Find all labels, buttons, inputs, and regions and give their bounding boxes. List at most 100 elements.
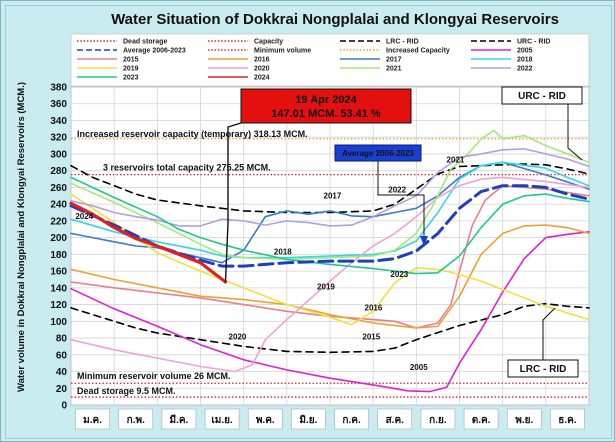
legend-label: 2005 (517, 48, 533, 55)
chart-title: Water Situation of Dokkrai Nongplalai an… (111, 11, 559, 28)
current-date: 19 Apr 2024 (295, 94, 357, 106)
year-label: 2017 (324, 191, 342, 200)
legend-label: 2015 (123, 57, 139, 64)
y-tick-label: 160 (50, 267, 67, 278)
legend-label: 2019 (123, 66, 139, 73)
current-value-box (240, 88, 412, 124)
legend-label: 2017 (386, 57, 402, 64)
legend-label: 2016 (254, 57, 270, 64)
legend-label: 2023 (123, 75, 139, 82)
y-axis-label: Water volume in Dokkrai Nongplalai and K… (16, 82, 27, 392)
legend-label: LRC - RID (386, 39, 419, 46)
dead-storage-label: Dead storage 9.5 MCM. (77, 386, 176, 396)
x-tick-box (291, 408, 326, 430)
y-tick-label: 320 (50, 133, 67, 144)
series-line (70, 163, 590, 214)
minimum-volume-label: Minimum reservoir volume 26 MCM. (77, 371, 231, 381)
y-tick-label: 260 (50, 183, 67, 194)
x-tick-label: พ.ย. (515, 415, 533, 426)
legend-label: 2020 (254, 66, 270, 73)
legend-label: Minimum volume (254, 48, 311, 55)
x-tick-label: มี.ค. (169, 414, 188, 426)
legend-label: 2021 (386, 66, 402, 73)
legend-label: Average 2006-2023 (123, 48, 186, 55)
y-tick-label: 340 (50, 116, 67, 127)
year-label: 2021 (447, 155, 465, 164)
y-tick-label: 0 (61, 401, 67, 412)
x-tick-box (550, 408, 585, 430)
current-value: 147.01 MCM. 53.41 % (271, 108, 381, 120)
year-label: 2016 (365, 303, 383, 312)
year-label: 2019 (317, 283, 335, 292)
y-tick-label: 220 (50, 216, 67, 227)
x-tick-label: พ.ค. (256, 415, 275, 426)
series-line (70, 302, 590, 354)
x-tick-label: ก.ค. (342, 415, 361, 426)
y-tick-label: 100 (50, 317, 67, 328)
legend-label: Dead storage (123, 39, 167, 46)
urc-label: URC - RID (518, 91, 566, 102)
y-tick-label: 40 (56, 367, 68, 378)
y-tick-label: 300 (50, 149, 67, 160)
x-tick-label: ก.พ. (127, 415, 145, 426)
y-tick-label: 20 (56, 384, 68, 395)
series-line (70, 176, 590, 373)
series-line (70, 224, 590, 329)
urc-label-box (501, 86, 583, 105)
y-tick-label: 60 (56, 350, 68, 361)
legend: Dead storage Capacity LRC - RID URC - RID Av… (70, 33, 590, 87)
x-tick-box (463, 408, 499, 430)
year-label: 2020 (229, 333, 247, 342)
plot-area: 0 20 40 60 80 100 120 140 160 180 200 220 240 260 280 3… (50, 83, 591, 430)
x-tick-box (247, 408, 283, 430)
legend-label: 2024 (254, 75, 270, 82)
lrc-arrow (542, 307, 556, 360)
year-label: 2015 (362, 333, 380, 342)
x-tick-label: ม.ค. (83, 415, 102, 426)
capacity-label: 3 reservoirs total capacity 275.25 MCM. (103, 163, 271, 173)
y-tick-label: 240 (50, 200, 67, 211)
series-line (70, 176, 590, 275)
series-line (70, 184, 590, 329)
urc-arrow (567, 104, 583, 161)
legend-box (70, 33, 590, 87)
x-tick-box (204, 408, 240, 430)
series-line (70, 231, 590, 393)
series-line (69, 184, 591, 268)
series-line (70, 129, 590, 261)
y-tick-label: 120 (50, 300, 67, 311)
x-tick-label: ส.ค. (386, 415, 405, 426)
series-line (70, 148, 590, 227)
x-tick-box (377, 408, 413, 430)
y-tick-label: 80 (56, 334, 68, 345)
callout-leader (224, 122, 242, 283)
x-tick-box (334, 408, 369, 430)
x-tick-box (75, 408, 110, 430)
y-tick-label: 180 (50, 250, 67, 261)
x-tick-box (506, 408, 542, 430)
chart-frame-inner (5, 5, 612, 439)
y-tick-label: 280 (50, 166, 67, 177)
x-tick-label: ก.ย. (429, 415, 447, 426)
y-tick-label: 200 (50, 233, 67, 244)
x-tick-box (161, 408, 197, 430)
x-tick-label: เม.ย. (211, 415, 233, 426)
year-label: 2024 (75, 212, 93, 221)
legend-label: Capacity (254, 39, 283, 46)
year-label: 2022 (388, 185, 406, 194)
legend-label: 2022 (517, 66, 533, 73)
year-label: 2005 (410, 363, 428, 372)
x-tick-box (118, 408, 154, 430)
y-tick-label: 140 (50, 283, 67, 294)
lrc-label: LRC - RID (520, 364, 567, 375)
legend-label: URC - RID (517, 39, 550, 46)
series-line (70, 193, 590, 326)
x-tick-label: มิ.ย. (299, 414, 317, 426)
legend-label: Increased Capacity (386, 48, 450, 55)
average-arrow (377, 161, 425, 240)
legend-label: 2018 (517, 57, 533, 64)
x-tick-label: ธ.ค. (558, 415, 577, 426)
x-tick-label: ต.ค. (472, 415, 491, 426)
year-label: 2023 (390, 270, 408, 279)
